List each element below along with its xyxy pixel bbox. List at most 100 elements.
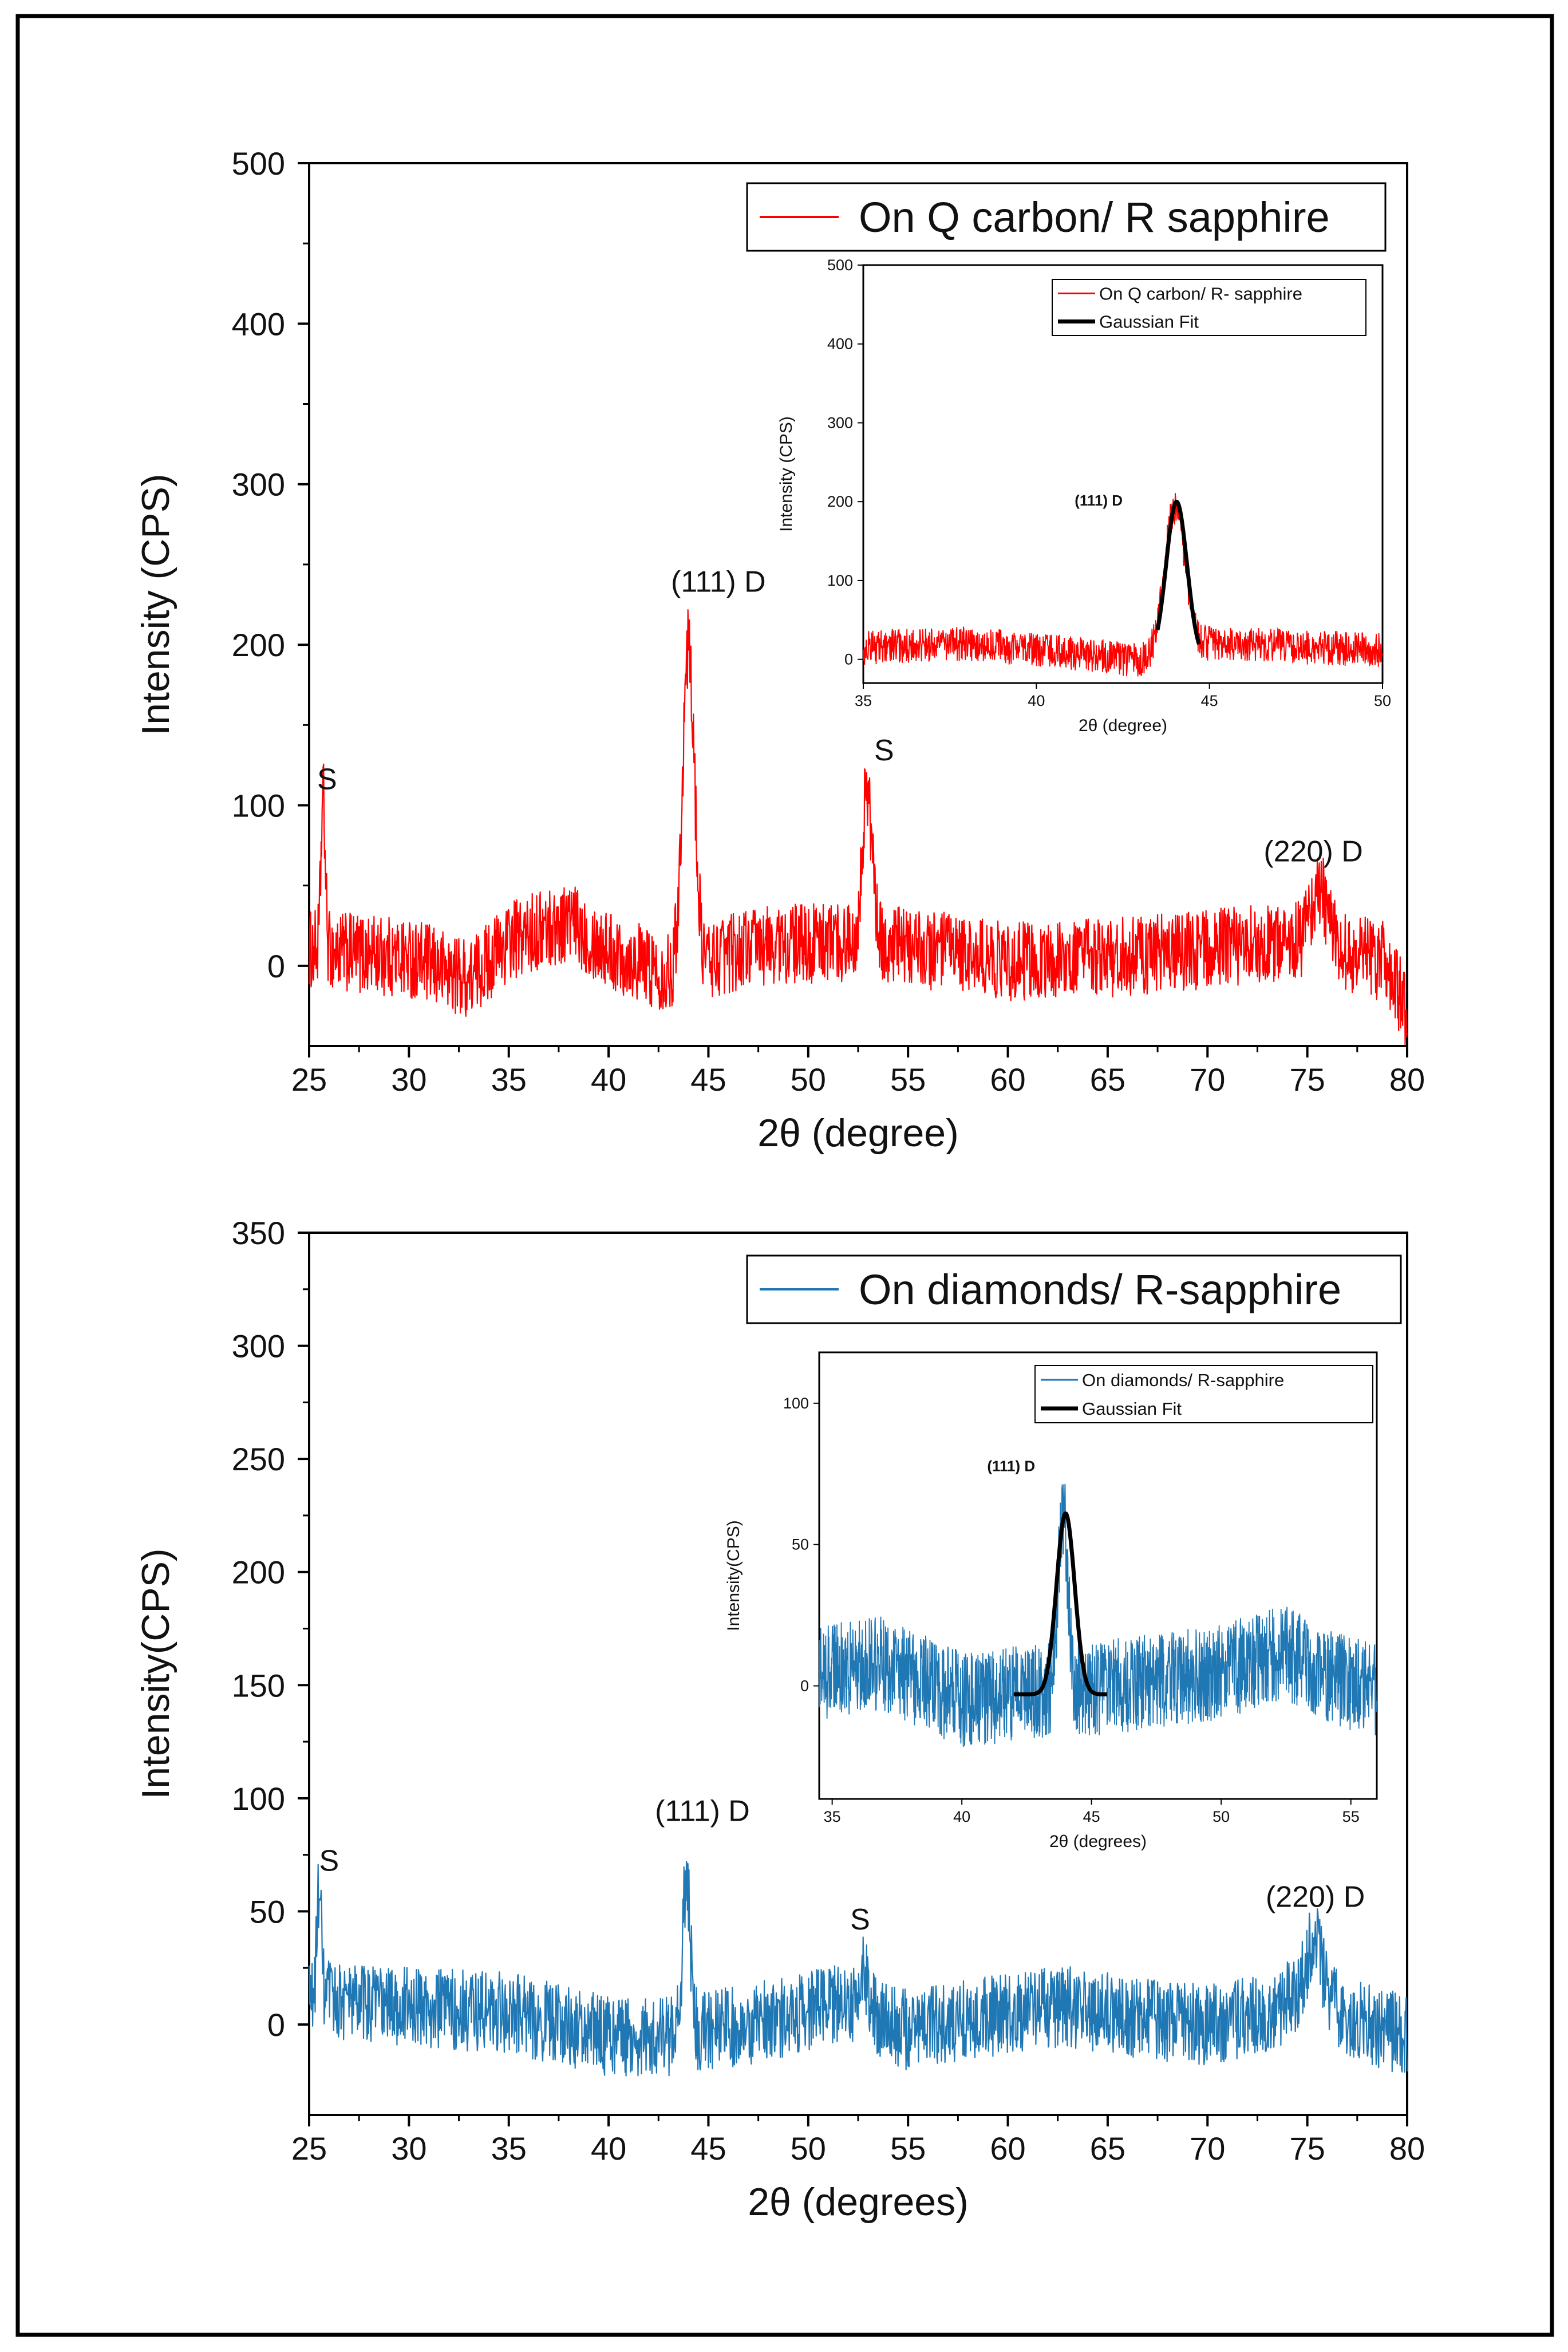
- inset-x-tick-label: 50: [1212, 1808, 1230, 1825]
- x-tick-label: 30: [391, 1061, 426, 1098]
- inset-y-axis-title: Intensity(CPS): [724, 1520, 743, 1631]
- x-tick-label: 45: [690, 1061, 726, 1098]
- inset-y-axis-ticks: 0 100 200 300 400 500: [827, 256, 863, 668]
- inset-x-tick-label: 45: [1201, 692, 1218, 709]
- x-tick-label: 50: [791, 1061, 826, 1098]
- y-axis-title: Intensity(CPS): [134, 1548, 177, 1799]
- x-tick-label: 45: [690, 2130, 726, 2166]
- legend: On diamonds/ R-sapphire: [746, 1254, 1402, 1324]
- inset-legend-label: Gaussian Fit: [1082, 1399, 1182, 1419]
- y-tick-label: 0: [267, 2007, 285, 2043]
- data-series-line: [308, 609, 1408, 1045]
- x-tick-label: 75: [1289, 2130, 1325, 2166]
- inset-x-tick-label: 50: [1374, 692, 1391, 709]
- legend-box: [746, 1254, 1402, 1324]
- inset-legend-box: [1052, 279, 1366, 336]
- inset-y-tick-label: 400: [827, 336, 853, 353]
- inset-y-tick-label: 100: [827, 572, 853, 589]
- inset-y-tick-label: 0: [800, 1678, 809, 1695]
- inset-x-axis-ticks: 35 40 45 50: [855, 683, 1391, 709]
- x-tick-label: 50: [791, 2130, 826, 2166]
- inset-y-axis-title: Intensity (CPS): [777, 416, 796, 532]
- x-tick-label: 60: [990, 1061, 1025, 1098]
- x-tick-label: 35: [491, 2130, 527, 2166]
- legend-label: On diamonds/ R-sapphire: [859, 1266, 1341, 1313]
- y-tick-label: 200: [232, 627, 285, 663]
- top-chart-panel: 25 30 35 40 45 50 55 60 65 70 75 800100200300400500…: [134, 145, 1425, 1155]
- peak-annotation: S: [319, 1844, 339, 1877]
- x-tick-label: 65: [1090, 1061, 1125, 1098]
- bottom-chart-panel: 25 30 35 40 45 50 55 60 65 70 75 80 0 50 100 150 200 250 3…: [134, 1215, 1425, 2224]
- x-tick-label: 25: [291, 2130, 327, 2166]
- inset-x-tick-label: 35: [855, 692, 872, 709]
- x-tick-label: 80: [1389, 1061, 1425, 1098]
- inset-x-tick-label: 55: [1342, 1808, 1360, 1825]
- x-tick-label: 75: [1289, 1061, 1325, 1098]
- inset-gaussian-fit-line: [1012, 1511, 1109, 1696]
- y-tick-label: 100: [232, 787, 285, 823]
- inset-plot-frame: [818, 1351, 1378, 1800]
- inset-legend: On Q carbon/ R- sapphire Gaussian Fit: [1052, 279, 1366, 336]
- inset-data-line: [863, 493, 1383, 677]
- inset-y-tick-label: 100: [783, 1395, 809, 1412]
- figure-frame: [15, 14, 1554, 2337]
- peak-annotation: S: [874, 734, 894, 767]
- y-axis-title: Intensity (CPS): [134, 473, 177, 735]
- x-axis-ticks: 25 30 35 40 45 50 55 60 65 70 75 80: [291, 2115, 1425, 2166]
- y-tick-label: 50: [250, 1893, 285, 1929]
- inset-x-tick-label: 40: [1028, 692, 1045, 709]
- x-tick-label: 40: [591, 1061, 626, 1098]
- x-tick-label: 30: [391, 2130, 426, 2166]
- y-tick-label: 150: [232, 1667, 285, 1703]
- inset-peak-annotation: (111) D: [987, 1457, 1035, 1474]
- y-tick-label: 0: [267, 948, 285, 984]
- x-axis-title: 2θ (degrees): [748, 2180, 969, 2224]
- inset-y-tick-label: 300: [827, 414, 853, 431]
- y-tick-label: 400: [232, 306, 285, 342]
- inset-data-line: [819, 1483, 1377, 1747]
- x-tick-label: 70: [1190, 1061, 1225, 1098]
- inset-x-tick-label: 45: [1083, 1808, 1100, 1825]
- x-tick-label: 65: [1090, 2130, 1125, 2166]
- y-axis-ticks: 0 50 100 150 200 250 300 350: [232, 1215, 309, 2043]
- inset-x-axis-title: 2θ (degrees): [1049, 1832, 1147, 1851]
- y-axis-ticks: 0 100 200 300 400 500: [232, 145, 309, 984]
- inset-legend-label: On diamonds/ R-sapphire: [1082, 1370, 1284, 1390]
- x-tick-label: 35: [491, 1061, 527, 1098]
- inset-x-axis-title: 2θ (degree): [1079, 716, 1167, 735]
- data-series-line: [308, 1861, 1408, 2077]
- y-tick-label: 250: [232, 1441, 285, 1477]
- peak-annotation: S: [317, 763, 337, 796]
- x-tick-label: 55: [890, 2130, 926, 2166]
- y-tick-label: 200: [232, 1554, 285, 1591]
- y-tick-label: 300: [232, 467, 285, 503]
- inset-gaussian-fit-line: [1155, 499, 1201, 645]
- y-tick-label: 500: [232, 145, 285, 181]
- legend-label: On Q carbon/ R sapphire: [859, 194, 1330, 241]
- inset-x-tick-label: 40: [953, 1808, 970, 1825]
- x-axis-ticks: 25 30 35 40 45 50 55 60 65 70 75 80: [291, 1046, 1425, 1098]
- peak-annotation: (220) D: [1263, 835, 1362, 869]
- inset-legend-label: On Q carbon/ R- sapphire: [1099, 284, 1302, 304]
- peak-annotation: (111) D: [671, 566, 766, 599]
- x-tick-label: 80: [1389, 2130, 1425, 2166]
- y-tick-label: 100: [232, 1781, 285, 1817]
- legend-box: [746, 182, 1387, 252]
- y-tick-label: 300: [232, 1328, 285, 1364]
- inset-x-tick-label: 35: [824, 1808, 841, 1825]
- x-tick-label: 25: [291, 1061, 327, 1098]
- peak-annotation: (220) D: [1266, 1880, 1365, 1913]
- y-tick-label: 350: [232, 1215, 285, 1251]
- inset-y-tick-label: 200: [827, 493, 853, 510]
- inset-y-tick-label: 0: [844, 651, 853, 668]
- peak-annotation: (111) D: [655, 1794, 750, 1828]
- peak-annotation: S: [850, 1903, 870, 1936]
- x-tick-label: 60: [990, 2130, 1025, 2166]
- legend: On Q carbon/ R sapphire: [746, 182, 1387, 252]
- inset-y-tick-label: 500: [827, 256, 853, 274]
- inset-y-tick-label: 50: [792, 1536, 809, 1553]
- x-axis-title: 2θ (degree): [757, 1111, 959, 1155]
- inset-x-axis-ticks: 35 40 45 50 55: [824, 1799, 1360, 1825]
